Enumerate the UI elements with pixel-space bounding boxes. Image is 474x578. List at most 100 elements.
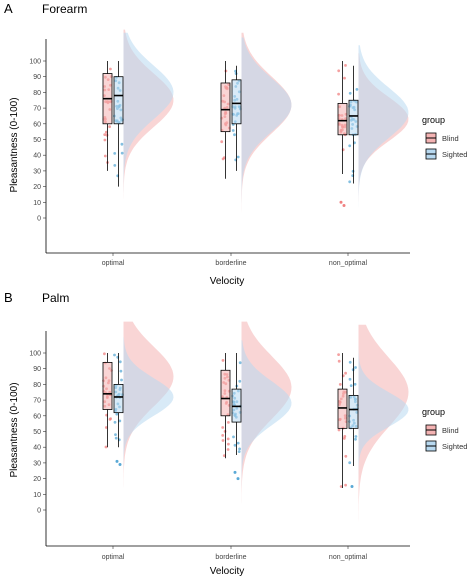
data-point: [118, 419, 122, 423]
data-point: [105, 133, 109, 137]
data-point: [108, 418, 112, 421]
x-tick-label: borderline: [215, 554, 246, 561]
data-point: [343, 76, 346, 80]
data-point: [348, 377, 352, 381]
y-tick-label: 10: [33, 492, 41, 499]
y-tick-label: 60: [33, 121, 41, 128]
data-point: [238, 361, 242, 365]
data-point: [354, 437, 357, 441]
iqr-box: [113, 383, 124, 414]
boxplot-blind-optimal: [102, 352, 113, 449]
outlier-point: [339, 200, 343, 204]
legend-label-blind: Blind: [442, 426, 459, 435]
boxplot-blind-optimal: [102, 61, 113, 171]
legend-label-blind: Blind: [442, 134, 459, 143]
iqr-box: [348, 99, 359, 136]
data-point: [238, 447, 242, 451]
data-point: [337, 359, 341, 363]
data-point: [227, 421, 230, 424]
x-tick-label: borderline: [215, 260, 246, 267]
outlier-point: [236, 477, 240, 481]
panel-forearm: A Forearm Pleasantness (0-100) Velocity …: [4, 1, 467, 287]
y-tick-label: 100: [29, 59, 41, 66]
data-point: [220, 140, 224, 144]
data-point: [103, 352, 106, 356]
x-tick-label: optimal: [102, 260, 125, 267]
y-tick-label: 20: [33, 476, 41, 483]
data-point: [337, 92, 340, 96]
legend-title: group: [422, 407, 445, 417]
data-point: [114, 433, 117, 436]
plot-area-b: 0 10 20 30 40 50 60 70 80 90 100 optimal borderline n…: [29, 321, 410, 561]
x-tick-label: non_optimal: [329, 260, 368, 267]
iqr-box: [231, 79, 242, 125]
y-tick-label: 0: [37, 216, 41, 223]
y-tick-label: 70: [33, 398, 41, 405]
panel-title-forearm: Forearm: [42, 2, 87, 16]
data-point: [222, 454, 226, 457]
data-point: [337, 353, 340, 356]
legend-title: group: [422, 115, 445, 125]
panel-letter-a: A: [4, 1, 13, 16]
iqr-box: [220, 82, 231, 133]
boxplot-sighted-borderline: [231, 65, 242, 171]
data-point: [344, 371, 347, 375]
data-point: [113, 353, 116, 357]
iqr-box: [102, 362, 113, 410]
data-point: [120, 378, 123, 382]
data-point: [233, 133, 236, 137]
data-point: [221, 439, 225, 442]
data-point: [232, 435, 235, 439]
data-point: [342, 437, 346, 440]
panel-letter-b: B: [4, 290, 13, 305]
y-tick-label: 40: [33, 153, 41, 160]
iqr-box: [337, 102, 348, 136]
outlier-point: [342, 203, 346, 207]
y-tick-label: 60: [33, 413, 41, 420]
boxplot-blind-borderline: [220, 61, 231, 179]
boxplot-blind-non_optimal: [337, 61, 348, 175]
outlier-point: [118, 462, 122, 466]
data-point: [231, 129, 235, 132]
legend-label-sighted: Sighted: [442, 442, 467, 451]
x-axis-title-b: Velocity: [210, 566, 244, 577]
data-point: [233, 443, 237, 447]
y-tick-label: 30: [33, 460, 41, 467]
data-point: [344, 64, 347, 67]
y-tick-label: 50: [33, 429, 41, 436]
density-cloud-sighted-borderline: [241, 340, 292, 510]
data-point: [103, 138, 107, 142]
data-point: [113, 152, 117, 155]
data-point: [354, 435, 358, 438]
density-cloud-sighted-non_optimal: [358, 337, 409, 495]
data-point: [238, 379, 242, 383]
data-point: [221, 434, 225, 437]
data-point: [236, 441, 240, 445]
data-point: [120, 142, 124, 146]
y-tick-label: 100: [29, 351, 41, 358]
y-axis-title-a: Pleasantness (0-100): [9, 97, 20, 192]
data-point: [115, 412, 119, 416]
data-point: [338, 383, 342, 386]
outlier-point: [350, 484, 354, 488]
x-tick-label: optimal: [102, 554, 125, 561]
data-point: [348, 144, 352, 148]
data-point: [337, 69, 341, 73]
data-point: [222, 156, 226, 160]
data-point: [113, 420, 117, 424]
data-point: [348, 461, 352, 465]
y-tick-label: 30: [33, 168, 41, 175]
boxplot-blind-borderline: [220, 353, 231, 459]
data-point: [339, 485, 343, 488]
boxplot-sighted-borderline: [231, 353, 242, 456]
data-point: [103, 133, 107, 137]
y-tick-label: 50: [33, 137, 41, 144]
data-point: [103, 154, 107, 158]
data-point: [344, 454, 348, 458]
data-point: [114, 436, 118, 440]
outlier-point: [115, 459, 119, 463]
y-tick-label: 90: [33, 74, 41, 81]
density-cloud-sighted-borderline: [241, 37, 292, 211]
data-point: [104, 130, 108, 134]
